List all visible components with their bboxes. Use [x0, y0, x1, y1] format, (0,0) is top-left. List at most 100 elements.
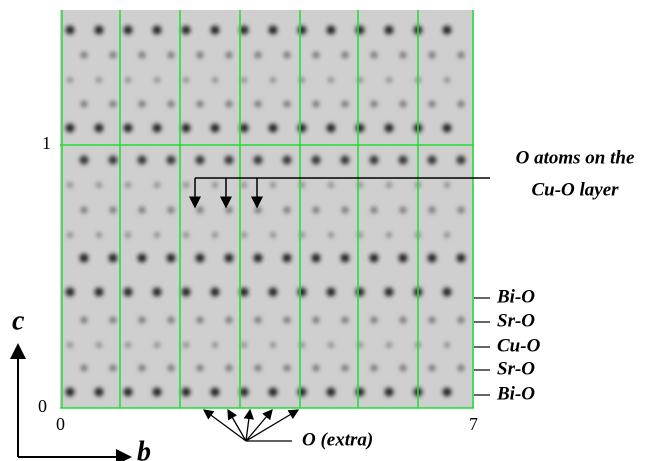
atom: [123, 387, 133, 397]
layer-labels: Bi-OSr-OCu-OSr-OBi-O: [474, 286, 541, 404]
annotation: Cu-O layer: [531, 179, 619, 200]
layer-label: Bi-O: [496, 383, 535, 404]
atom: [65, 387, 75, 397]
atom: [312, 100, 320, 108]
atom: [428, 51, 436, 59]
atom: [456, 155, 466, 165]
atom: [312, 206, 320, 214]
atom: [138, 100, 146, 108]
atom: [79, 253, 89, 263]
atom: [456, 253, 466, 263]
atom: [65, 123, 75, 133]
atom: [457, 206, 465, 214]
atom: [154, 232, 160, 238]
atom: [312, 316, 320, 324]
atom: [167, 364, 175, 372]
atom: [183, 182, 189, 188]
atom: [241, 342, 247, 348]
atom: [225, 316, 233, 324]
atom: [369, 155, 379, 165]
atom: [138, 51, 146, 59]
atom: [254, 316, 262, 324]
atom: [183, 77, 189, 83]
tick-label: 1: [42, 133, 51, 153]
layer-label: Bi-O: [496, 286, 535, 307]
atom: [442, 123, 452, 133]
atom: [384, 287, 394, 297]
atom: [270, 77, 276, 83]
atom: [96, 182, 102, 188]
atom: [154, 182, 160, 188]
atom: [311, 253, 321, 263]
layer-label: Cu-O: [497, 335, 541, 356]
atom: [428, 316, 436, 324]
atom: [152, 25, 162, 35]
atom: [254, 206, 262, 214]
atom: [444, 77, 450, 83]
atom: [94, 25, 104, 35]
unit-cell-grid: [60, 10, 474, 409]
atom: [125, 232, 131, 238]
atom: [123, 123, 133, 133]
atom: [254, 364, 262, 372]
atom: [138, 316, 146, 324]
atom: [152, 123, 162, 133]
atom: [399, 316, 407, 324]
atom: [210, 123, 220, 133]
atom: [195, 155, 205, 165]
atom: [108, 253, 118, 263]
atom: [340, 155, 350, 165]
atom: [195, 253, 205, 263]
atom: [442, 25, 452, 35]
atom: [196, 316, 204, 324]
atom: [398, 155, 408, 165]
atom: [355, 287, 365, 297]
atom: [67, 182, 73, 188]
atom: [125, 342, 131, 348]
atom: [80, 206, 88, 214]
atom: [196, 206, 204, 214]
axis-label: c: [12, 305, 25, 336]
atom: [341, 316, 349, 324]
atom: [67, 232, 73, 238]
atom: [225, 100, 233, 108]
atom: [328, 182, 334, 188]
atom: [457, 316, 465, 324]
atom: [181, 123, 191, 133]
atom: [370, 206, 378, 214]
atom: [210, 387, 220, 397]
atom: [183, 232, 189, 238]
atom: [428, 364, 436, 372]
atom: [239, 387, 249, 397]
axis-label: b: [137, 436, 151, 461]
atom: [328, 232, 334, 238]
atom: [427, 253, 437, 263]
atom: [444, 232, 450, 238]
atom: [109, 100, 117, 108]
annotation: O atoms on the: [516, 147, 635, 168]
atom: [297, 387, 307, 397]
atom: [166, 155, 176, 165]
atom: [80, 316, 88, 324]
atom: [108, 155, 118, 165]
atom: [283, 100, 291, 108]
atom: [428, 100, 436, 108]
atom: [270, 342, 276, 348]
atom: [152, 387, 162, 397]
atom: [297, 123, 307, 133]
atom: [67, 342, 73, 348]
atom: [80, 364, 88, 372]
atom: [181, 287, 191, 297]
atom: [370, 364, 378, 372]
o-extra-pointer: [202, 408, 300, 442]
atom: [355, 387, 365, 397]
atom: [328, 342, 334, 348]
atom: [444, 342, 450, 348]
atom: [444, 182, 450, 188]
atom: [166, 253, 176, 263]
atom: [399, 51, 407, 59]
atom: [297, 287, 307, 297]
tick-label: 0: [56, 414, 65, 434]
atom: [181, 387, 191, 397]
